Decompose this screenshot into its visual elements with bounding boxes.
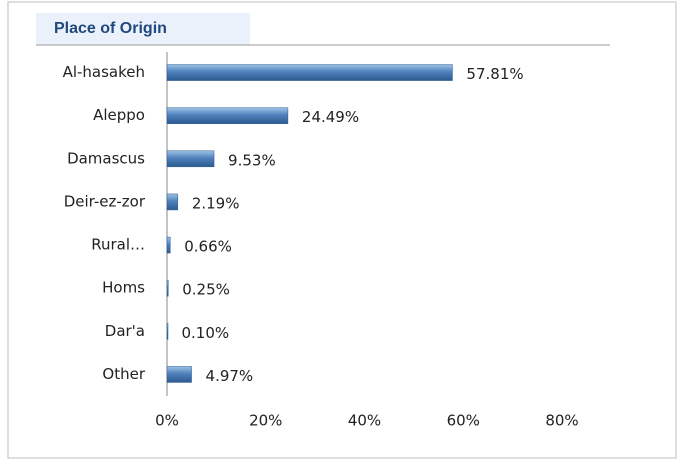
x-tick-label: 40% — [348, 412, 381, 430]
y-tick-label: Rural… — [91, 236, 145, 254]
x-tick-label: 60% — [447, 412, 480, 430]
data-label: 0.25% — [182, 281, 230, 299]
y-tick-label: Damascus — [67, 149, 145, 167]
x-tick-label: 20% — [249, 412, 282, 430]
y-tick-label: Deir-ez-zor — [64, 192, 146, 210]
y-tick-label: Homs — [102, 279, 145, 297]
data-label: 9.53% — [228, 151, 276, 169]
data-label: 0.66% — [184, 238, 232, 256]
bar — [166, 193, 179, 211]
data-label: 4.97% — [206, 367, 254, 385]
data-label: 0.10% — [181, 324, 229, 342]
chart-border — [7, 1, 677, 459]
data-label: 2.19% — [192, 194, 240, 212]
y-tick-label: Aleppo — [93, 106, 145, 124]
bar — [166, 323, 169, 340]
data-label: 24.49% — [302, 108, 359, 126]
x-tick-label: 80% — [545, 412, 578, 430]
data-label: 57.81% — [466, 65, 523, 83]
bar — [166, 150, 215, 168]
bar — [166, 236, 171, 254]
bar — [166, 107, 289, 124]
bar — [166, 366, 192, 383]
bar — [166, 279, 169, 297]
x-tick-label: 0% — [155, 412, 179, 430]
chart-title: Place of Origin — [54, 20, 167, 37]
y-tick-label: Other — [102, 365, 145, 383]
title-background — [36, 13, 250, 45]
bar — [166, 64, 453, 81]
y-tick-label: Al-hasakeh — [63, 63, 145, 81]
y-tick-label: Dar'a — [105, 322, 145, 340]
